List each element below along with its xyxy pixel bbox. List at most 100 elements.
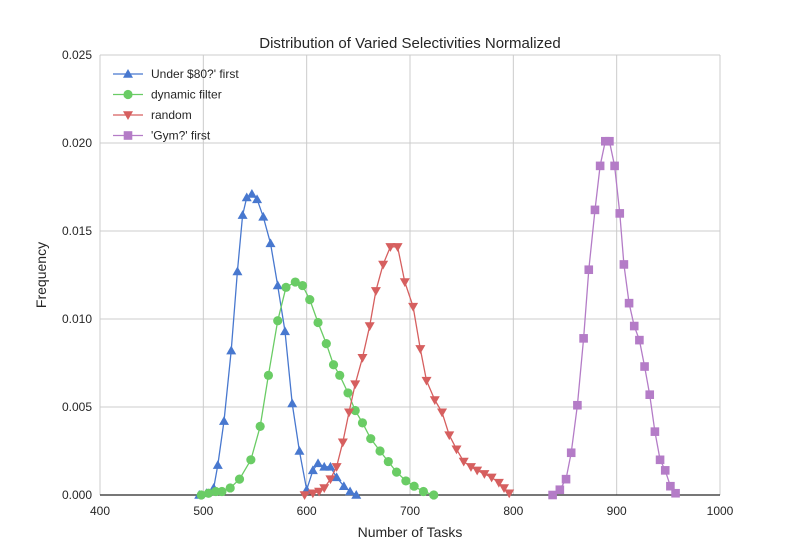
data-point xyxy=(314,487,325,497)
data-point xyxy=(421,376,432,386)
data-point xyxy=(263,370,274,380)
legend-label: Under $80?' first xyxy=(151,67,239,81)
legend-item: Under $80?' first xyxy=(113,67,239,81)
data-point xyxy=(437,408,448,418)
y-tick-label: 0.020 xyxy=(62,136,92,150)
data-point xyxy=(258,211,269,221)
y-tick-label: 0.005 xyxy=(62,400,92,414)
data-point xyxy=(290,277,300,287)
data-point xyxy=(629,321,639,331)
legend: Under $80?' first dynamic filter random 'Gy… xyxy=(113,67,239,143)
legend-item: 'Gym?' first xyxy=(113,129,211,143)
data-point xyxy=(624,298,634,308)
data-point xyxy=(465,463,476,472)
data-point xyxy=(444,431,455,441)
data-point xyxy=(337,438,348,448)
data-point xyxy=(321,339,331,349)
data-point xyxy=(383,456,393,467)
data-point xyxy=(391,467,402,477)
data-point xyxy=(294,446,305,455)
legend-item: random xyxy=(113,108,192,122)
data-point xyxy=(671,488,680,498)
data-point xyxy=(219,416,229,425)
legend-label: random xyxy=(151,108,192,122)
data-point xyxy=(370,287,381,296)
y-axis-title: Frequency xyxy=(33,242,49,308)
data-point xyxy=(366,434,376,444)
data-point xyxy=(429,396,440,405)
data-point xyxy=(226,345,237,355)
data-point xyxy=(493,478,504,488)
data-point xyxy=(375,446,385,456)
data-point xyxy=(287,398,298,408)
chart-title: Distribution of Varied Selectivities Nor… xyxy=(259,35,561,52)
data-point xyxy=(313,317,323,328)
data-point xyxy=(279,326,290,336)
data-point xyxy=(486,473,497,483)
x-tick-label: 800 xyxy=(503,504,523,518)
data-point xyxy=(272,280,283,290)
x-tick-label: 500 xyxy=(193,504,213,518)
data-point xyxy=(265,238,276,248)
data-point xyxy=(458,457,469,467)
series-line xyxy=(552,140,677,496)
data-point xyxy=(350,380,361,390)
data-point xyxy=(299,491,310,500)
y-tick-label: 0.010 xyxy=(62,312,92,326)
data-point xyxy=(344,408,355,418)
x-tick-label: 700 xyxy=(400,504,420,518)
data-point xyxy=(241,192,252,202)
data-point xyxy=(325,475,336,485)
data-point xyxy=(472,466,483,476)
data-point xyxy=(196,490,206,500)
data-point xyxy=(335,370,345,380)
data-point xyxy=(357,418,368,428)
data-point xyxy=(385,243,396,252)
data-point xyxy=(401,476,411,486)
data-point xyxy=(319,484,330,493)
data-point xyxy=(313,458,324,468)
x-tick-label: 400 xyxy=(90,504,110,518)
data-point xyxy=(364,322,375,332)
data-point xyxy=(325,461,336,471)
legend-label: 'Gym?' first xyxy=(151,129,211,143)
data-point xyxy=(305,295,315,305)
data-point xyxy=(281,282,291,292)
data-point xyxy=(255,421,265,431)
data-point xyxy=(655,455,665,465)
data-point xyxy=(378,260,389,270)
data-point xyxy=(418,486,429,497)
data-point xyxy=(479,470,490,479)
data-point xyxy=(555,485,565,495)
data-point xyxy=(451,445,462,455)
data-point xyxy=(650,427,660,436)
data-point xyxy=(640,362,649,371)
data-point xyxy=(203,488,214,498)
data-point xyxy=(328,360,339,370)
data-point xyxy=(590,205,600,215)
data-point xyxy=(217,486,227,497)
data-point xyxy=(234,474,245,484)
data-point xyxy=(615,209,625,218)
data-point xyxy=(610,161,619,171)
data-point xyxy=(392,243,403,252)
data-point xyxy=(504,489,515,499)
series-layer xyxy=(194,136,680,500)
data-point xyxy=(338,481,349,490)
data-point xyxy=(584,265,594,275)
y-tick-label: 0.025 xyxy=(62,48,92,62)
data-point xyxy=(273,316,283,326)
data-point xyxy=(566,448,576,458)
legend-marker xyxy=(123,69,133,78)
data-point xyxy=(350,405,360,416)
data-point xyxy=(307,489,318,499)
x-tick-label: 600 xyxy=(297,504,317,518)
data-point xyxy=(297,280,308,291)
data-point xyxy=(225,483,235,493)
data-point xyxy=(619,260,629,269)
data-point xyxy=(331,463,342,472)
series-3 xyxy=(548,136,680,500)
data-point xyxy=(499,484,510,493)
